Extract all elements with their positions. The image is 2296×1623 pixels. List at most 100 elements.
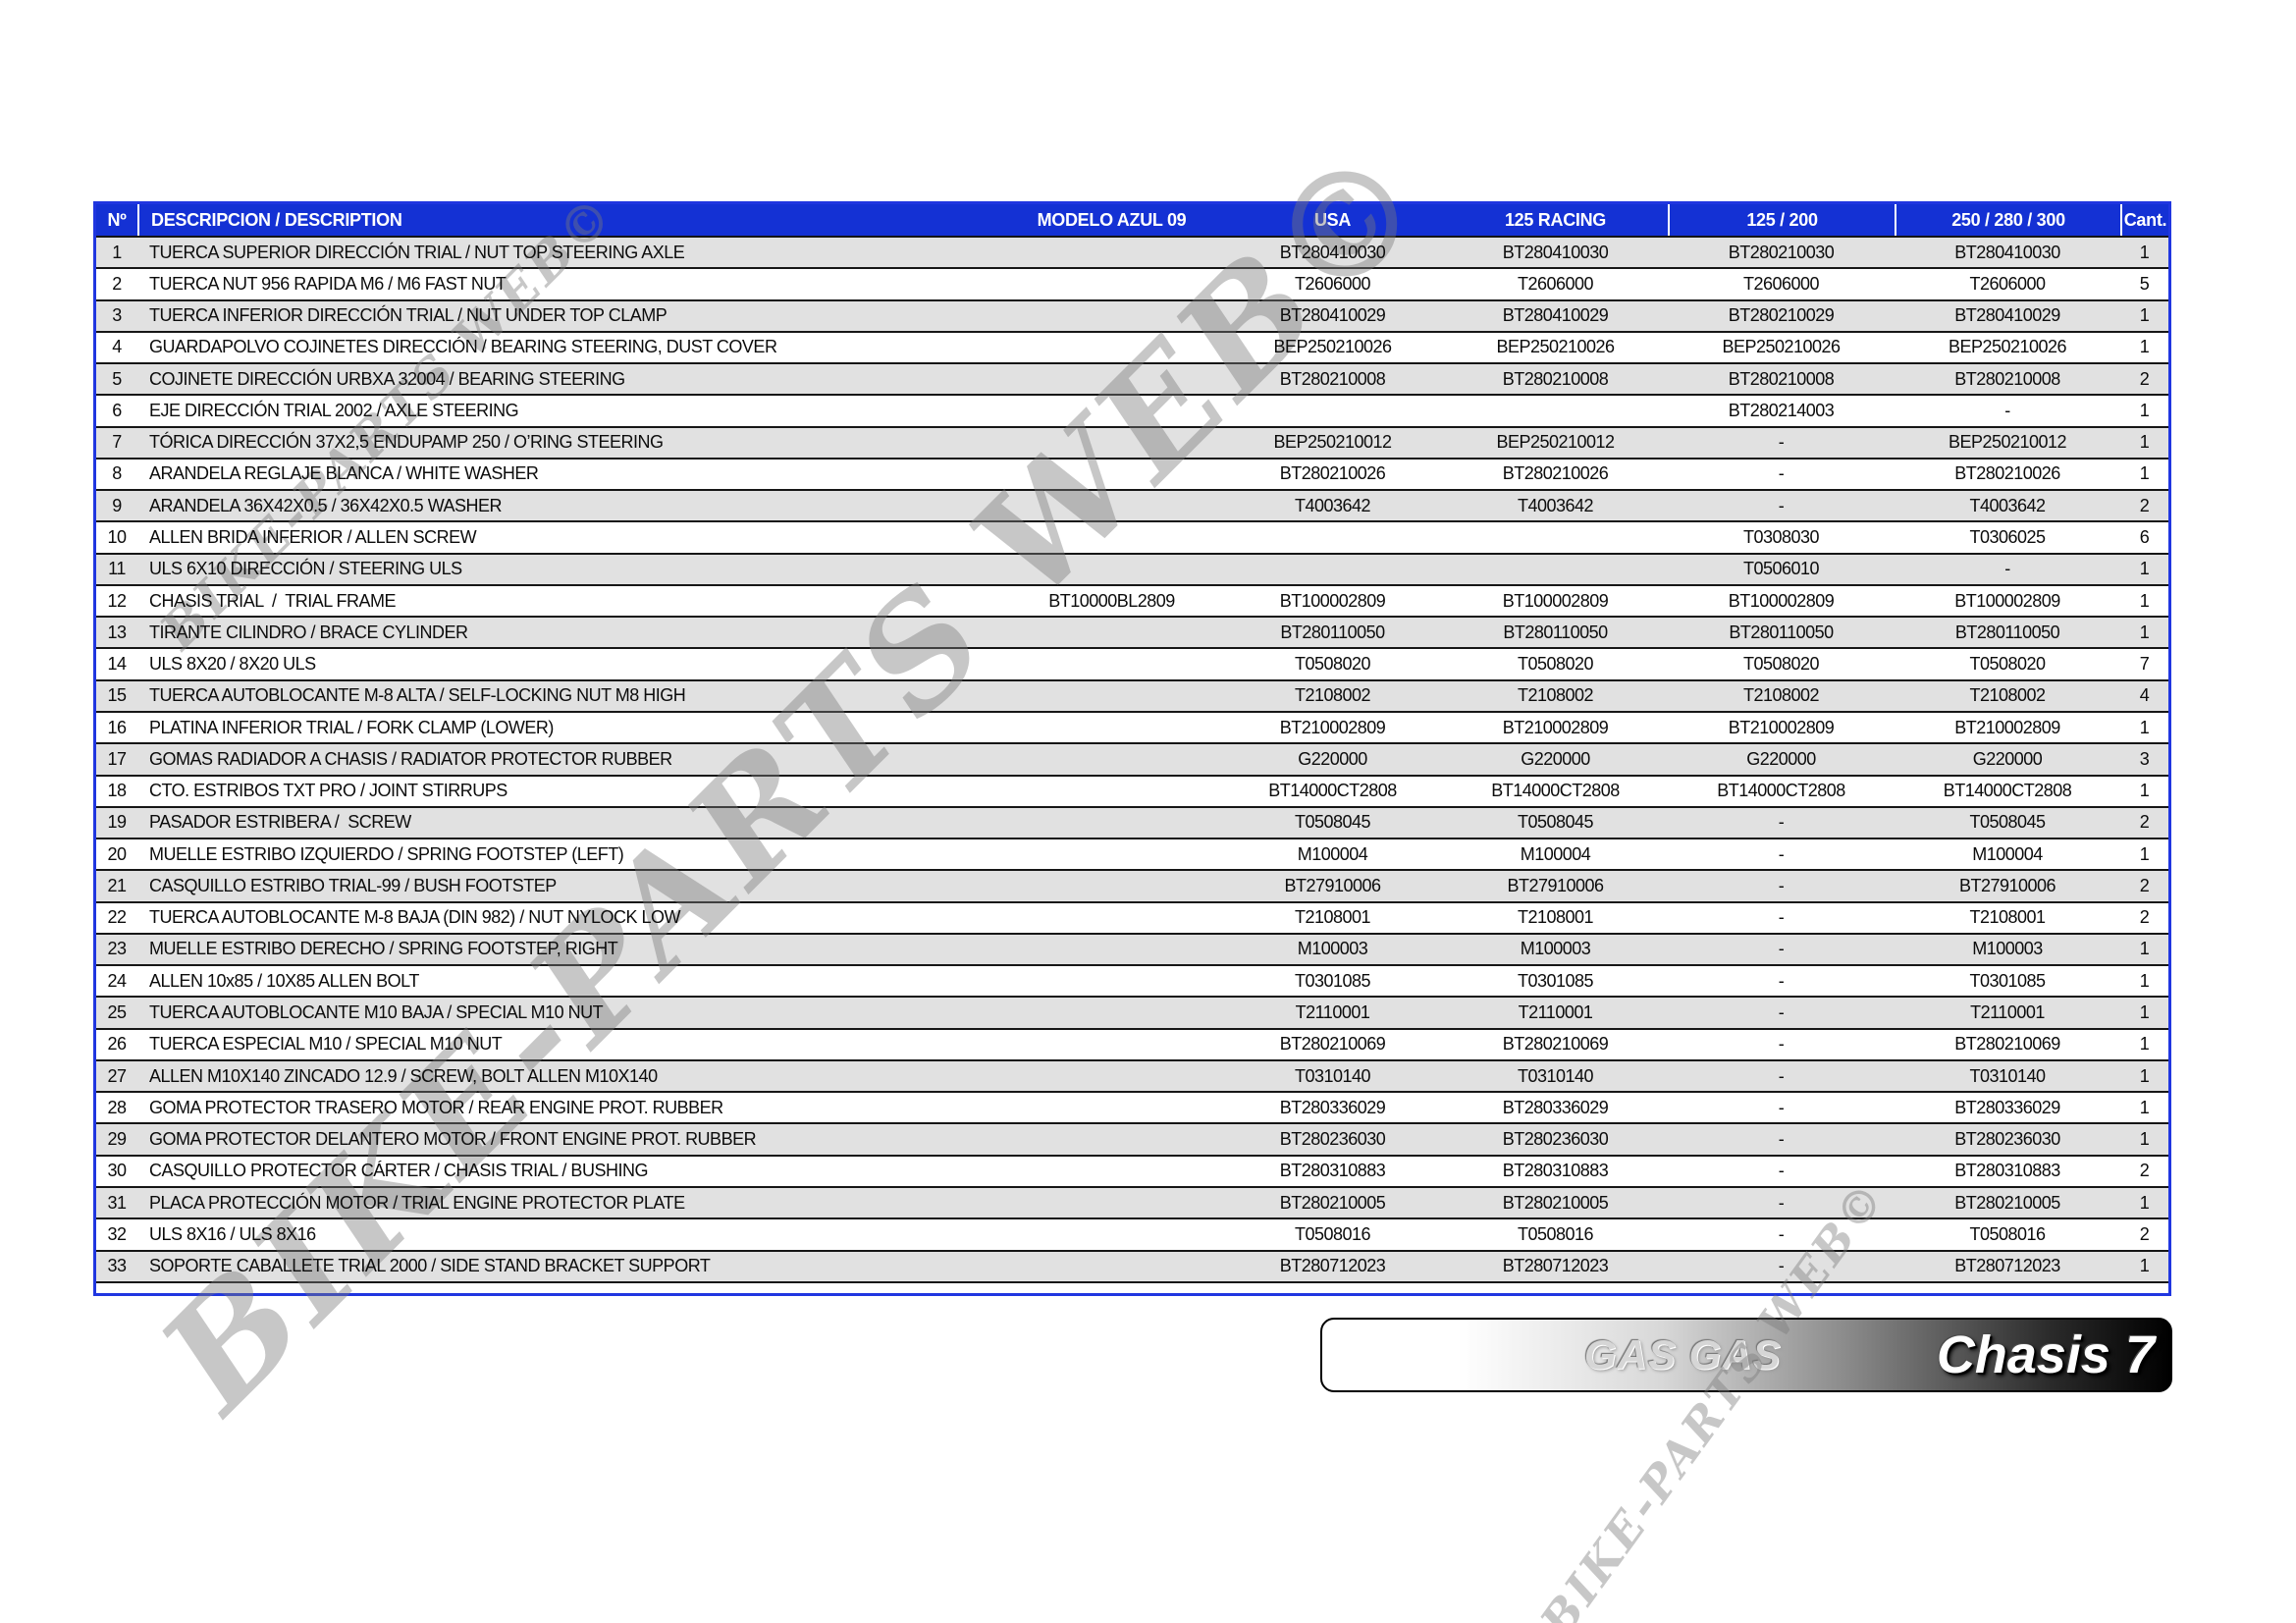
table-row: 10 ALLEN BRIDA INFERIOR / ALLEN SCREW T030… (96, 522, 2168, 555)
cell-m125: - (1668, 1188, 1895, 1217)
cell-m250: BT280210005 (1895, 1188, 2120, 1217)
cell-r125: M100004 (1443, 839, 1668, 869)
cell-text: - (1778, 1097, 1785, 1117)
cell-text: 5 (2139, 273, 2150, 294)
cell-text: T2110001 (1970, 1002, 2045, 1022)
cell-text: ARANDELA 36X42X0.5 / 36X42X0.5 WASHER (149, 495, 503, 515)
brand-label: GAS GAS (1583, 1331, 1782, 1378)
cell-text: BT280210069 (1954, 1034, 2060, 1055)
cell-text: T2108002 (1969, 685, 2046, 706)
cell-cant: 1 (2120, 460, 2168, 489)
cell-usa: BT280336029 (1222, 1093, 1443, 1122)
cell-cant: 1 (2120, 396, 2168, 425)
cell-num: 14 (96, 649, 137, 678)
table-row: 27 ALLEN M10X140 ZINCADO 12.9 / SCREW, BO… (96, 1060, 2168, 1094)
cell-modelo (1001, 491, 1222, 520)
cell-text: MUELLE ESTRIBO DERECHO / SPRING FOOTSTEP… (149, 939, 618, 959)
cell-text: BT280210026 (1954, 463, 2060, 484)
cell-usa: T4003642 (1222, 491, 1443, 520)
column-header-cant: Cant. (2120, 204, 2168, 236)
cell-m250: BT280410030 (1895, 238, 2120, 267)
cell-text: M100004 (1520, 843, 1591, 864)
cell-usa: G220000 (1222, 744, 1443, 774)
cell-text: CHASIS TRIAL / TRIAL FRAME (149, 590, 397, 611)
cell-text: - (1778, 1192, 1785, 1213)
cell-text: T0506010 (1742, 559, 1820, 579)
cell-cant: 1 (2120, 713, 2168, 742)
cell-text: 31 (107, 1192, 127, 1213)
cell-desc: TUERCA SUPERIOR DIRECCIÓN TRIAL / NUT TO… (137, 238, 1001, 267)
cell-m250: BEP250210026 (1895, 333, 2120, 362)
cell-cant: 1 (2120, 1030, 2168, 1059)
cell-text: 24 (107, 970, 127, 991)
table-row: 30 CASQUILLO PROTECTOR CÁRTER / CHASIS TR… (96, 1156, 2168, 1188)
cell-num: 28 (96, 1093, 137, 1122)
cell-cant: 2 (2120, 364, 2168, 394)
cell-modelo (1001, 1093, 1222, 1122)
cell-text: 2 (2139, 1161, 2150, 1181)
cell-text: T0310140 (1517, 1065, 1594, 1086)
cell-text: 27 (107, 1065, 127, 1086)
cell-text: T2108002 (1742, 685, 1820, 706)
cell-text: M100003 (1972, 939, 2043, 959)
cell-text: BT280712023 (1279, 1256, 1386, 1276)
cell-usa: BEP250210012 (1222, 428, 1443, 458)
cell-m125: T2606000 (1668, 269, 1895, 298)
cell-r125: T0508020 (1443, 649, 1668, 678)
cell-cant: 1 (2120, 555, 2168, 584)
cell-text: BT280210005 (1954, 1192, 2060, 1213)
cell-text: 5 (112, 368, 122, 389)
cell-desc: ALLEN BRIDA INFERIOR / ALLEN SCREW (137, 522, 1001, 552)
cell-r125: BT280210005 (1443, 1188, 1668, 1217)
cell-m250: - (1895, 396, 2120, 425)
cell-usa: T2110001 (1222, 998, 1443, 1027)
cell-m125: - (1668, 1093, 1895, 1122)
cell-text: 1 (2139, 939, 2150, 959)
cell-text: - (1778, 970, 1785, 991)
cell-text: - (1778, 1129, 1785, 1150)
cell-usa: T0310140 (1222, 1061, 1443, 1091)
cell-r125: BEP250210012 (1443, 428, 1668, 458)
cell-text: ALLEN 10x85 / 10X85 ALLEN BOLT (149, 970, 419, 991)
cell-usa: T2108002 (1222, 681, 1443, 711)
cell-text: EJE DIRECCIÓN TRIAL 2002 / AXLE STEERING (149, 400, 519, 420)
cell-usa: T0301085 (1222, 966, 1443, 996)
cell-text: BT100002809 (1728, 590, 1835, 611)
cell-text: 4 (112, 337, 122, 357)
cell-m125: BT14000CT2808 (1668, 777, 1895, 806)
cell-desc: TUERCA AUTOBLOCANTE M-8 ALTA / SELF-LOCK… (137, 681, 1001, 711)
table-row: 7 TÓRICA DIRECCIÓN 37X2,5 ENDUPAMP 250 / … (96, 427, 2168, 460)
table-row: 21 CASQUILLO ESTRIBO TRIAL-99 / BUSH FOOT… (96, 871, 2168, 903)
cell-r125: T0508016 (1443, 1219, 1668, 1249)
cell-usa: BT280310883 (1222, 1157, 1443, 1186)
cell-m250: T2108002 (1895, 681, 2120, 711)
cell-desc: TUERCA INFERIOR DIRECCIÓN TRIAL / NUT UN… (137, 301, 1001, 331)
cell-num: 18 (96, 777, 137, 806)
cell-text: BT280712023 (1954, 1256, 2060, 1276)
cell-text: BT27910006 (1958, 875, 2056, 895)
cell-text: - (1778, 432, 1785, 453)
cell-text: 1 (2139, 242, 2150, 262)
cell-text: T0301085 (1517, 970, 1594, 991)
column-header-m250: 250 / 280 / 300 (1895, 204, 2120, 236)
cell-text: BT280236030 (1954, 1129, 2060, 1150)
cell-cant: 4 (2120, 681, 2168, 711)
cell-text: T2606000 (1294, 273, 1371, 294)
cell-text: BT100002809 (1279, 590, 1386, 611)
cell-text: T0508045 (1294, 812, 1371, 833)
cell-text: 2 (2139, 1223, 2150, 1244)
cell-text: BT280210026 (1279, 463, 1386, 484)
cell-text: ULS 8X16 / ULS 8X16 (149, 1223, 316, 1244)
cell-text: BT280210069 (1279, 1034, 1386, 1055)
cell-modelo (1001, 966, 1222, 996)
cell-text: T0508020 (1517, 654, 1594, 675)
cell-num: 30 (96, 1157, 137, 1186)
cell-cant: 1 (2120, 998, 2168, 1027)
cell-m250: T0508016 (1895, 1219, 2120, 1249)
cell-text: 17 (107, 748, 127, 769)
cell-text: - (1778, 1223, 1785, 1244)
cell-modelo (1001, 935, 1222, 964)
cell-num: 3 (96, 301, 137, 331)
cell-text: 1 (2139, 970, 2150, 991)
table-row: 20 MUELLE ESTRIBO IZQUIERDO / SPRING FOOT… (96, 839, 2168, 872)
